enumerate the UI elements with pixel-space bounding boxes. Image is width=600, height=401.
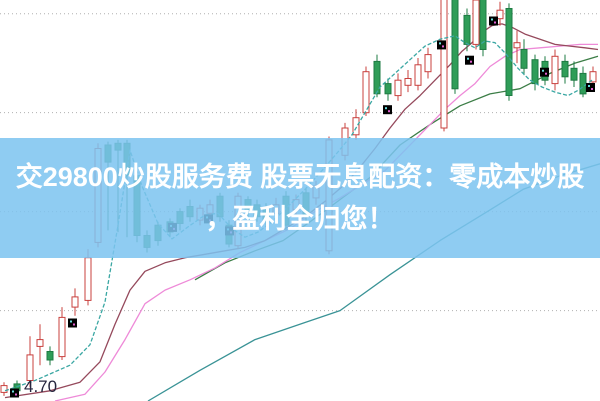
candle-body: [414, 64, 422, 86]
ad-banner-overlay: 交29800炒股服务费 股票无息配资：零成本炒股 ，盈利全归您！: [0, 138, 600, 258]
signal-marker-icon: [540, 67, 549, 77]
candle-body: [71, 296, 79, 308]
signal-marker-dot-cyan: [439, 42, 441, 45]
candle-body: [424, 54, 432, 73]
signal-marker-dot-magenta: [73, 323, 75, 326]
signal-marker-dot-cyan: [467, 57, 469, 60]
signal-marker-icon: [465, 55, 474, 65]
candle-body: [589, 71, 597, 83]
candle-body: [352, 117, 360, 136]
candle-body: [0, 385, 8, 393]
signal-marker-dot-cyan: [542, 69, 544, 72]
candle-body: [26, 354, 34, 381]
candle-body: [46, 351, 54, 361]
candle-body: [404, 78, 412, 86]
candle-body: [513, 42, 521, 49]
candle-body: [58, 316, 66, 358]
signal-marker-icon: [586, 83, 595, 92]
signal-marker-dot-cyan: [385, 107, 387, 110]
candle-body: [451, 0, 459, 90]
candle-body: [463, 14, 471, 45]
signal-marker-dot-magenta: [15, 393, 17, 396]
signal-marker-dot-magenta: [442, 45, 444, 48]
signal-marker-dot-cyan: [588, 85, 590, 87]
ad-banner-text-line2: ，盈利全归您！: [205, 204, 395, 234]
signal-marker-dot-cyan: [491, 18, 493, 21]
candle-body: [520, 49, 528, 69]
candle-body: [505, 8, 513, 96]
candle-body: [373, 60, 381, 95]
candle-body: [384, 83, 392, 95]
signal-marker-dot-magenta: [388, 110, 390, 113]
signal-marker-icon: [437, 40, 446, 50]
candle-body: [362, 71, 370, 114]
signal-marker-icon: [68, 318, 77, 328]
candle-body: [84, 257, 92, 301]
candle-body: [551, 55, 559, 85]
candle-body: [579, 72, 587, 95]
candle-body: [472, 0, 480, 45]
signal-marker-icon: [489, 16, 498, 26]
signal-marker-dot-magenta: [591, 88, 593, 90]
candle-body: [440, 0, 448, 129]
signal-marker-icon: [10, 388, 19, 398]
signal-marker-dot-magenta: [545, 72, 547, 75]
price-label: 4.70: [24, 377, 58, 396]
candle-body: [394, 79, 402, 97]
candle-body: [531, 59, 539, 85]
signal-marker-dot-magenta: [470, 60, 472, 63]
signal-marker-dot-cyan: [12, 390, 14, 393]
signal-marker-dot-magenta: [494, 21, 496, 24]
signal-marker-dot-cyan: [70, 320, 72, 323]
candle-body: [496, 9, 504, 20]
candle-body: [36, 339, 44, 347]
candle-body: [570, 67, 578, 81]
ad-banner-text-line1: 交29800炒股服务费 股票无息配资：零成本炒股: [15, 162, 585, 192]
candle-body: [561, 60, 569, 78]
candle-body: [479, 0, 487, 50]
signal-marker-icon: [383, 105, 392, 115]
